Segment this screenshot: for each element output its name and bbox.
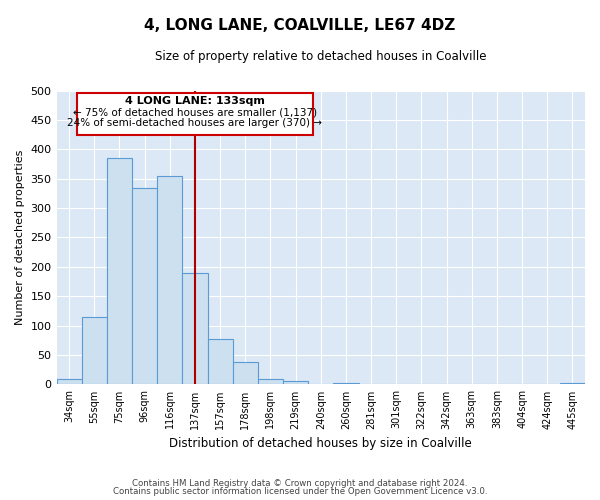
Text: Contains public sector information licensed under the Open Government Licence v3: Contains public sector information licen… — [113, 487, 487, 496]
Bar — [82, 317, 107, 384]
Title: Size of property relative to detached houses in Coalville: Size of property relative to detached ho… — [155, 50, 487, 63]
Text: Contains HM Land Registry data © Crown copyright and database right 2024.: Contains HM Land Registry data © Crown c… — [132, 478, 468, 488]
Text: 4, LONG LANE, COALVILLE, LE67 4DZ: 4, LONG LANE, COALVILLE, LE67 4DZ — [145, 18, 455, 32]
Bar — [107, 158, 132, 384]
Bar — [182, 273, 208, 384]
Bar — [283, 382, 308, 384]
FancyBboxPatch shape — [77, 94, 313, 134]
Y-axis label: Number of detached properties: Number of detached properties — [15, 150, 25, 325]
Bar — [258, 378, 283, 384]
Bar — [132, 188, 157, 384]
Bar — [157, 176, 182, 384]
Text: 4 LONG LANE: 133sqm: 4 LONG LANE: 133sqm — [125, 96, 265, 106]
Bar — [56, 378, 82, 384]
Text: ← 75% of detached houses are smaller (1,137): ← 75% of detached houses are smaller (1,… — [73, 108, 317, 118]
Bar — [208, 339, 233, 384]
Bar — [233, 362, 258, 384]
X-axis label: Distribution of detached houses by size in Coalville: Distribution of detached houses by size … — [169, 437, 472, 450]
Text: 24% of semi-detached houses are larger (370) →: 24% of semi-detached houses are larger (… — [67, 118, 322, 128]
